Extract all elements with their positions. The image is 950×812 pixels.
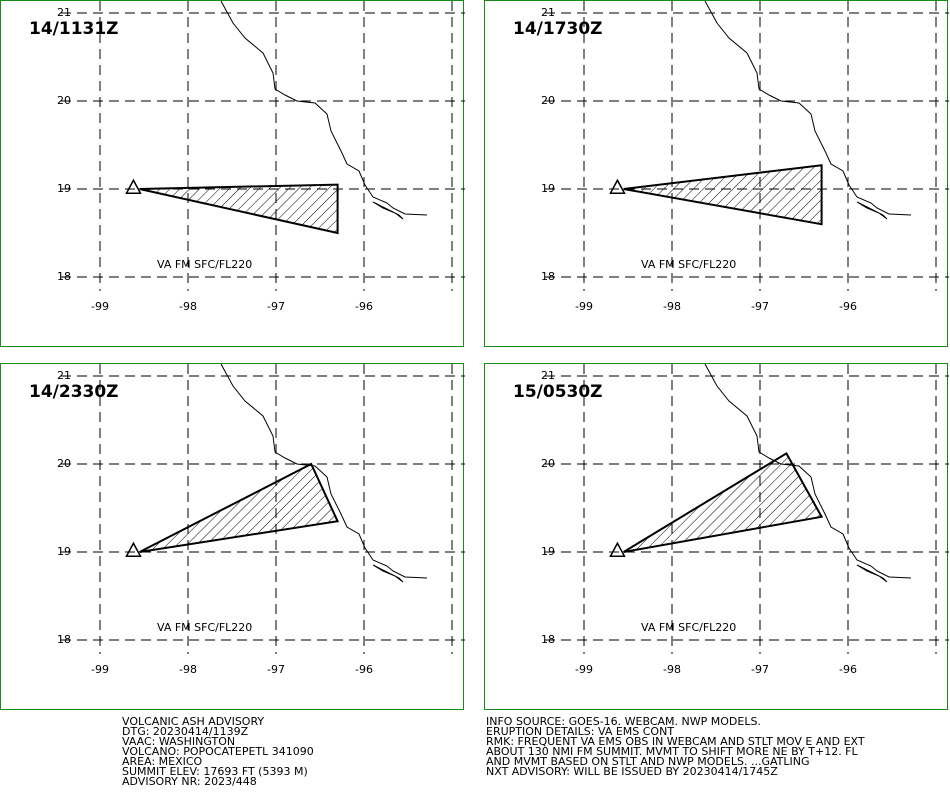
volcano-icon: [609, 541, 626, 557]
ash-cloud-polygon: [623, 452, 824, 553]
lon-tick-label: -99: [575, 663, 593, 676]
advisory-line: ADVISORY NR: 2023/448: [122, 775, 257, 788]
advisory-line: AND MVMT BASED ON STLT AND NWP MODELS. .…: [486, 755, 810, 768]
lon-tick-label: -97: [751, 300, 769, 313]
lat-tick-label: 20: [57, 457, 71, 470]
lat-tick-label: 19: [57, 182, 71, 195]
volcano-icon: [609, 178, 626, 194]
ash-cloud-polygon: [139, 183, 339, 235]
advisory-line: VOLCANIC ASH ADVISORY: [122, 715, 265, 728]
coastline: [220, 1, 428, 216]
advisory-line: SUMMIT ELEV: 17693 FT (5393 M): [122, 765, 308, 778]
advisory-header-left: VOLCANIC ASH ADVISORY DTG: 20230414/1139…: [122, 715, 314, 788]
coastline: [704, 1, 912, 216]
map-canvas: [61, 1, 465, 291]
forecast-panel: 14/1730Z VA FM SFC/FL220 21 20 19 18 -99 -98 -97…: [484, 0, 949, 347]
lon-tick-label: -98: [663, 663, 681, 676]
advisory-line: AREA: MEXICO: [122, 755, 203, 768]
lon-tick-label: -96: [355, 300, 373, 313]
lon-tick-label: -97: [267, 300, 285, 313]
lagoon-outline: [372, 201, 404, 220]
map-canvas: [545, 364, 949, 654]
advisory-header-right: INFO SOURCE: GOES-16. WEBCAM. NWP MODELS…: [486, 715, 865, 778]
lat-tick-label: 18: [541, 270, 555, 283]
coastline: [220, 364, 428, 579]
lagoon-outline: [856, 201, 888, 220]
lon-tick-label: -98: [663, 300, 681, 313]
ash-altitude-label: VA FM SFC/FL220: [157, 258, 253, 271]
forecast-time: 14/1131Z: [29, 19, 119, 39]
volcano-icon: [125, 178, 142, 194]
volcano-icon: [125, 541, 142, 557]
advisory-line: DTG: 20230414/1139Z: [122, 725, 249, 738]
lon-tick-label: -96: [839, 663, 857, 676]
lat-tick-label: 21: [57, 6, 71, 19]
lon-tick-label: -96: [355, 663, 373, 676]
lon-tick-label: -99: [91, 300, 109, 313]
forecast-time: 14/2330Z: [29, 382, 119, 402]
advisory-line: INFO SOURCE: GOES-16. WEBCAM. NWP MODELS…: [486, 715, 761, 728]
ash-altitude-label: VA FM SFC/FL220: [641, 621, 737, 634]
advisory-line: ABOUT 130 NMI FM SUMMIT. MVMT TO SHIFT M…: [486, 745, 858, 758]
lat-tick-label: 19: [541, 182, 555, 195]
lon-tick-label: -99: [91, 663, 109, 676]
forecast-panel: 15/0530Z VA FM SFC/FL220 21 20 19 18 -99 -98 -97…: [484, 363, 949, 710]
lagoon-outline: [856, 564, 888, 583]
lon-tick-label: -97: [751, 663, 769, 676]
lagoon-outline: [372, 564, 404, 583]
advisory-line: VAAC: WASHINGTON: [122, 735, 236, 748]
lat-tick-label: 18: [57, 270, 71, 283]
lat-tick-label: 20: [541, 94, 555, 107]
lon-tick-label: -96: [839, 300, 857, 313]
lat-tick-label: 21: [541, 369, 555, 382]
lat-tick-label: 20: [541, 457, 555, 470]
advisory-line: ERUPTION DETAILS: VA EMS CONT: [486, 725, 675, 738]
lon-tick-label: -97: [267, 663, 285, 676]
lat-tick-label: 18: [57, 633, 71, 646]
lat-tick-label: 19: [541, 545, 555, 558]
lat-tick-label: 21: [57, 369, 71, 382]
lat-tick-label: 21: [541, 6, 555, 19]
lat-tick-label: 19: [57, 545, 71, 558]
advisory-line: NXT ADVISORY: WILL BE ISSUED BY 20230414…: [486, 765, 778, 778]
forecast-panel: 14/2330Z VA FM SFC/FL220 21 20 19 18 -99 -98 -97…: [0, 363, 465, 710]
map-canvas: [545, 1, 949, 291]
coastline: [704, 364, 912, 579]
advisory-line: RMK: FREQUENT VA EMS OBS IN WEBCAM AND S…: [486, 735, 865, 748]
forecast-time: 14/1730Z: [513, 19, 603, 39]
lon-tick-label: -98: [179, 663, 197, 676]
forecast-panel: 14/1131Z VA FM SFC/FL220 21 20 19 18 -99 -98 -97…: [0, 0, 465, 347]
ash-cloud-polygon: [623, 164, 823, 226]
ash-altitude-label: VA FM SFC/FL220: [641, 258, 737, 271]
forecast-time: 15/0530Z: [513, 382, 603, 402]
ash-cloud-polygon: [139, 462, 340, 553]
lat-tick-label: 20: [57, 94, 71, 107]
lon-tick-label: -99: [575, 300, 593, 313]
advisory-line: VOLCANO: POPOCATEPETL 341090: [122, 745, 314, 758]
map-canvas: [61, 364, 465, 654]
lon-tick-label: -98: [179, 300, 197, 313]
ash-altitude-label: VA FM SFC/FL220: [157, 621, 253, 634]
lat-tick-label: 18: [541, 633, 555, 646]
